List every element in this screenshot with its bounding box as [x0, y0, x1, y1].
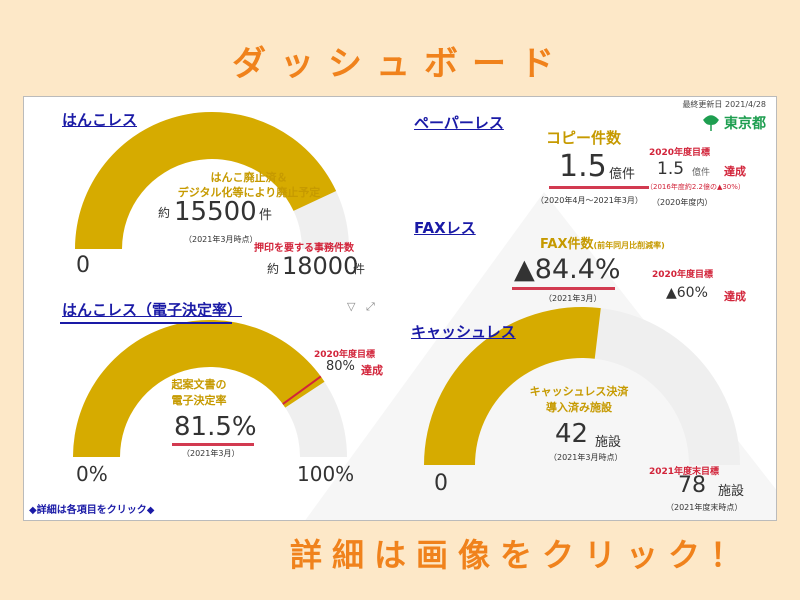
cashless-label-1: キャッシュレス決済: [529, 385, 629, 398]
cashless-target-period: （2021年度末時点）: [666, 503, 743, 512]
fax-target-label: 2020年度目標: [652, 270, 714, 280]
fax-value-underline: [512, 287, 615, 290]
hanko-gauge-fill[interactable]: [75, 111, 337, 249]
paperless-target-period: （2020年度内）: [652, 198, 713, 207]
page-title: ダッシュボード: [232, 44, 568, 84]
last-updated: 最終更新日 2021/4/28: [682, 100, 766, 109]
hanko-title-link[interactable]: はんこレス: [62, 111, 138, 129]
paperless-value[interactable]: 1.5: [559, 149, 607, 184]
hanko-label-1: はんこ廃止済＆: [210, 171, 288, 184]
edecision-target-marker: [282, 375, 322, 405]
edecision-as-of: （2021年3月）: [182, 449, 240, 458]
paperless-title-link[interactable]: ペーパーレス: [414, 114, 504, 132]
cashless-gauge-fill[interactable]: [424, 307, 601, 465]
fax-value[interactable]: ▲84.4%: [514, 254, 621, 285]
cashless-value[interactable]: 42: [555, 419, 589, 449]
edecision-achieved: 達成: [361, 364, 383, 377]
cashless-axis-min: 0: [434, 471, 448, 496]
edecision-title-underline: [60, 322, 232, 324]
paperless-unit: 億件: [609, 167, 636, 182]
edecision-axis-max: 100%: [297, 462, 355, 486]
hanko-target-prefix: 約: [267, 262, 280, 276]
edecision-label-2: 電子決定率: [171, 394, 227, 407]
paperless-target-unit: 億件: [692, 168, 711, 178]
bottom-cta[interactable]: 詳細は画像をクリック！: [290, 536, 753, 574]
cashless-as-of: （2021年3月時点）: [549, 453, 623, 462]
cashless-title-link[interactable]: キャッシュレス: [411, 323, 516, 341]
dashboard-panel[interactable]: 最終更新日 2021/4/28 東京都 はんこレス はんこ廃止済＆ デジタル化等…: [23, 96, 777, 521]
edecision-gauge-fill[interactable]: [73, 320, 325, 457]
hanko-axis-min: 0: [76, 253, 90, 278]
edecision-axis-min: 0%: [76, 462, 108, 486]
cashless-target-label: 2021年度末目標: [649, 467, 720, 477]
paperless-value-underline: [549, 186, 649, 189]
ginkgo-icon: [703, 115, 719, 131]
paperless-target-label: 2020年度目標: [649, 148, 711, 158]
gauge-canvas: [73, 111, 776, 520]
fax-title-link[interactable]: FAXレス: [414, 219, 476, 237]
hanko-target-label: 押印を要する事務件数: [254, 243, 354, 254]
tokyo-logo: 東京都: [702, 113, 766, 133]
expand-icon[interactable]: ⤢: [366, 300, 375, 313]
cashless-label-2: 導入済み施設: [546, 401, 612, 414]
fax-label-note: (前年同月比削減率): [593, 241, 665, 250]
hanko-label-2: デジタル化等により廃止予定: [177, 186, 321, 199]
fax-target-value: ▲60%: [666, 285, 708, 301]
cashless-target-unit: 施設: [718, 484, 745, 499]
fax-label-group: FAX件数(前年同月比削減率): [540, 233, 665, 252]
hanko-unit: 件: [259, 208, 273, 223]
paperless-target-note: （2016年度約2.2億の▲30%）: [646, 183, 745, 191]
hanko-as-of: （2021年3月時点）: [184, 235, 258, 244]
edecision-target-label: 2020年度目標: [314, 350, 376, 360]
edecision-value[interactable]: 81.5%: [174, 412, 257, 442]
cashless-target-value: 78: [678, 473, 706, 498]
hanko-target-unit: 件: [353, 262, 366, 276]
edecision-title-link[interactable]: はんこレス（電子決定率）: [62, 301, 243, 319]
edecision-label-1: 起案文書の: [171, 378, 227, 391]
edecision-target-value: 80%: [326, 359, 355, 374]
paperless-achieved: 達成: [724, 165, 746, 178]
fax-as-of: （2021年3月）: [544, 294, 602, 303]
cashless-unit: 施設: [595, 435, 622, 450]
edecision-value-underline: [172, 443, 254, 446]
fax-achieved: 達成: [724, 290, 746, 303]
logo-text: 東京都: [724, 116, 766, 132]
paperless-target-value: 1.5: [657, 159, 685, 179]
fax-label: FAX件数: [540, 237, 594, 252]
paperless-period: （2020年4月～2021年3月）: [536, 196, 643, 205]
hanko-value-prefix: 約: [158, 206, 171, 220]
details-note[interactable]: ◆詳細は各項目をクリック◆: [29, 505, 155, 516]
hanko-target-value: 18000: [282, 252, 359, 280]
paperless-label: コピー件数: [546, 129, 622, 147]
filter-icon[interactable]: ▽: [347, 300, 356, 313]
hanko-value[interactable]: 15500: [174, 197, 257, 227]
